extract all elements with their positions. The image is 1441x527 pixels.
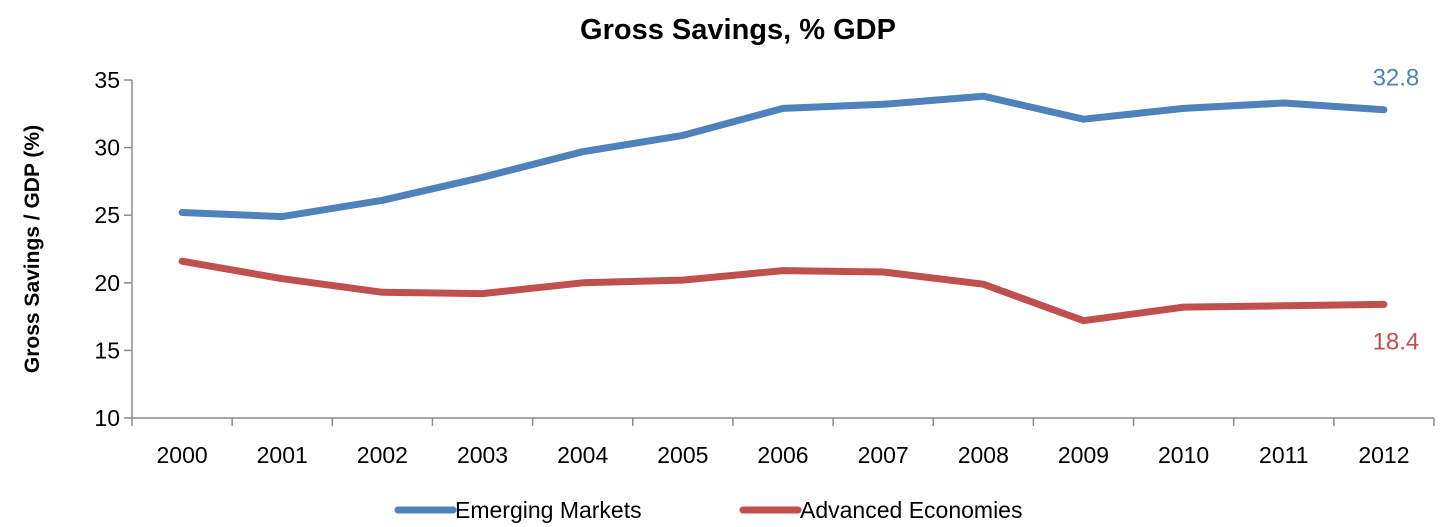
x-tick-label: 2002 — [357, 442, 408, 468]
x-tick-label: 2000 — [156, 442, 207, 468]
y-tick-label: 25 — [94, 202, 120, 228]
series-line-advanced-economies — [182, 261, 1384, 321]
y-tick-label: 35 — [94, 67, 120, 93]
x-tick-label: 2008 — [958, 442, 1009, 468]
series-line-emerging-markets — [182, 96, 1384, 216]
y-axis-label: Gross Savings / GDP (%) — [21, 125, 44, 373]
x-tick-label: 2006 — [757, 442, 808, 468]
axes: 10 15 20 25 30 35 2000 2001 2002 2003 2004 2005 2006… — [94, 67, 1434, 468]
legend-label: Emerging Markets — [455, 497, 642, 523]
end-data-label: 32.8 — [1373, 65, 1420, 92]
x-tick-label: 2001 — [257, 442, 308, 468]
y-tick-label: 20 — [94, 270, 120, 296]
x-tick-label: 2012 — [1358, 442, 1409, 468]
y-tick-label: 30 — [94, 135, 120, 161]
x-tick-label: 2004 — [557, 442, 608, 468]
x-tick-label: 2003 — [457, 442, 508, 468]
legend-item: Emerging Markets — [398, 497, 642, 523]
x-tick-label: 2009 — [1058, 442, 1109, 468]
y-tick-label: 10 — [94, 405, 120, 431]
legend: Emerging Markets Advanced Economies — [398, 497, 1022, 523]
end-data-label: 18.4 — [1373, 328, 1420, 355]
x-tick-label: 2007 — [858, 442, 909, 468]
x-tick-label: 2005 — [657, 442, 708, 468]
legend-label: Advanced Economies — [800, 497, 1022, 523]
legend-item: Advanced Economies — [743, 497, 1022, 523]
y-tick-label: 15 — [94, 337, 120, 363]
chart-title: Gross Savings, % GDP — [580, 14, 896, 46]
series-lines — [182, 96, 1384, 321]
x-tick-label: 2010 — [1158, 442, 1209, 468]
x-tick-label: 2011 — [1259, 442, 1308, 468]
